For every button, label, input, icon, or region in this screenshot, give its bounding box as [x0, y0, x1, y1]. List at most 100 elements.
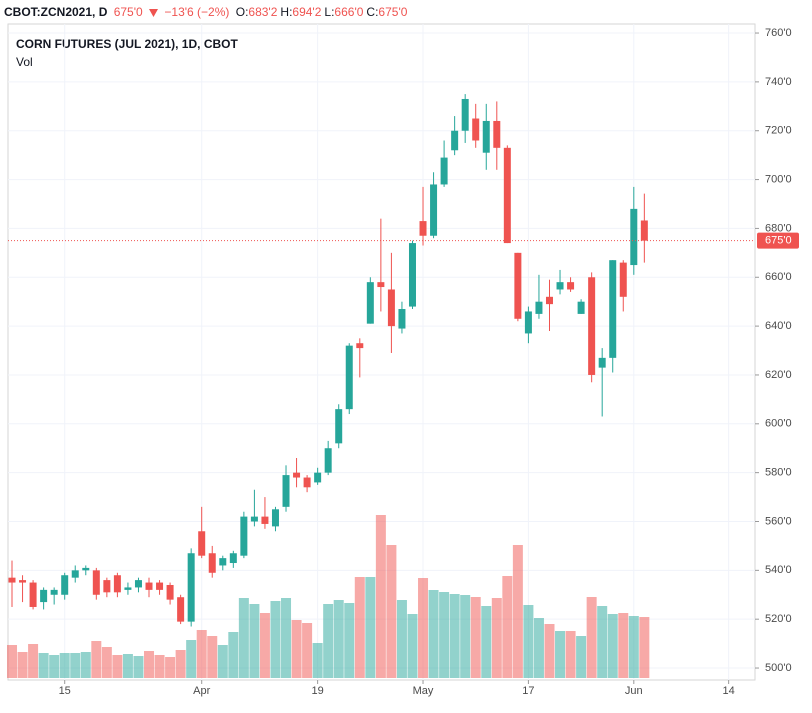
volume-bar — [407, 614, 418, 678]
last-price: 675'0 — [113, 5, 143, 19]
candle-body — [440, 157, 448, 185]
last-price-tag — [757, 232, 799, 249]
volume-bar — [555, 631, 566, 678]
candle-body — [619, 262, 627, 297]
ohlc-key: L: — [324, 5, 335, 19]
candle-body — [387, 289, 395, 327]
volume-bar — [597, 606, 608, 678]
volume-bar — [512, 545, 523, 678]
change: −13'6 (−2%) — [164, 5, 230, 19]
candle-body — [577, 301, 585, 314]
plot-frame — [7, 23, 756, 681]
ohlc-value: 683'2 — [248, 5, 278, 19]
candle-body — [282, 475, 290, 507]
volume-bar — [70, 653, 81, 678]
volume-bar — [101, 647, 112, 678]
candle-body — [356, 343, 364, 349]
candle-body — [250, 516, 258, 522]
volume-bar — [639, 617, 650, 678]
y-tick-label: 700'0 — [765, 173, 792, 185]
volume-bar — [59, 653, 70, 678]
volume-bar — [28, 644, 39, 678]
y-tick-label: 560'0 — [765, 515, 792, 527]
candle-body — [92, 570, 100, 595]
candle-body — [335, 409, 343, 444]
x-tick-label: 14 — [723, 685, 735, 697]
volume-bar — [618, 613, 629, 678]
volume-bar — [249, 604, 260, 678]
candle-body — [503, 147, 511, 244]
x-tick-label: 17 — [522, 685, 534, 697]
candle-body — [229, 553, 237, 564]
candle-body — [398, 309, 406, 329]
y-tick-label: 660'0 — [765, 271, 792, 283]
candle-body — [345, 345, 353, 410]
candle-body — [261, 516, 269, 524]
candle-body — [8, 577, 16, 583]
volume-bar — [418, 578, 429, 678]
candle-body — [545, 296, 553, 305]
volume-bar — [586, 597, 597, 678]
candle-body — [134, 580, 142, 588]
candle-body — [556, 282, 564, 290]
volume-bar — [291, 620, 302, 678]
volume-bar — [228, 632, 239, 678]
volume-bar — [112, 655, 123, 678]
volume-bar — [344, 603, 355, 678]
candle-body — [324, 448, 332, 473]
y-tick-label: 740'0 — [765, 76, 792, 88]
volume-bar — [439, 592, 450, 678]
volume-bar — [270, 601, 281, 678]
candle-body — [514, 252, 522, 319]
y-tick-label: 540'0 — [765, 564, 792, 576]
y-tick-label: 640'0 — [765, 320, 792, 332]
candle-body — [377, 282, 385, 288]
y-tick-label: 600'0 — [765, 418, 792, 430]
candle-body — [71, 570, 79, 578]
volume-bar — [470, 597, 481, 678]
volume-bar — [133, 656, 144, 678]
candle-body — [472, 118, 480, 141]
candle-body — [271, 509, 279, 527]
volume-bar — [38, 653, 49, 678]
candle-body — [567, 282, 575, 290]
volume-bar — [207, 636, 218, 678]
down-arrow — [149, 8, 159, 17]
candle-body — [419, 221, 427, 236]
y-tick-label: 720'0 — [765, 125, 792, 137]
x-tick-label: Jun — [625, 685, 643, 697]
y-tick-label: 760'0 — [765, 27, 792, 39]
volume-bar — [428, 590, 439, 678]
volume-bar — [49, 655, 60, 678]
candle-body — [113, 575, 121, 593]
candle-body — [524, 311, 532, 334]
volume-bar — [323, 604, 334, 678]
volume-bar — [259, 613, 270, 678]
volume-bar — [281, 598, 292, 678]
ohlc-value: 694'2 — [292, 5, 322, 19]
x-tick-label: 19 — [312, 685, 324, 697]
volume-bar — [186, 640, 197, 678]
candle-body — [303, 477, 311, 488]
candle-body — [61, 575, 69, 595]
candle-body — [451, 130, 459, 151]
y-tick-label: 680'0 — [765, 222, 792, 234]
x-tick-label: May — [413, 685, 434, 697]
volume-bar — [502, 576, 513, 678]
volume-bar — [312, 643, 323, 678]
volume-bar — [544, 624, 555, 678]
candle-body — [293, 472, 301, 478]
volume-bar — [165, 657, 176, 678]
volume-bar — [523, 605, 534, 678]
volume-bar — [175, 650, 186, 678]
symbol: CBOT:ZCN2021, D — [4, 5, 108, 19]
header: CBOT:ZCN2021, D 675'0 −13'6 (−2%) O:683'… — [4, 5, 413, 19]
candle-body — [219, 558, 227, 566]
volume-label: Vol — [16, 55, 33, 69]
candle-body — [598, 357, 606, 368]
volume-bar — [17, 652, 28, 678]
candle-body — [29, 582, 37, 607]
candle-body — [493, 120, 501, 148]
